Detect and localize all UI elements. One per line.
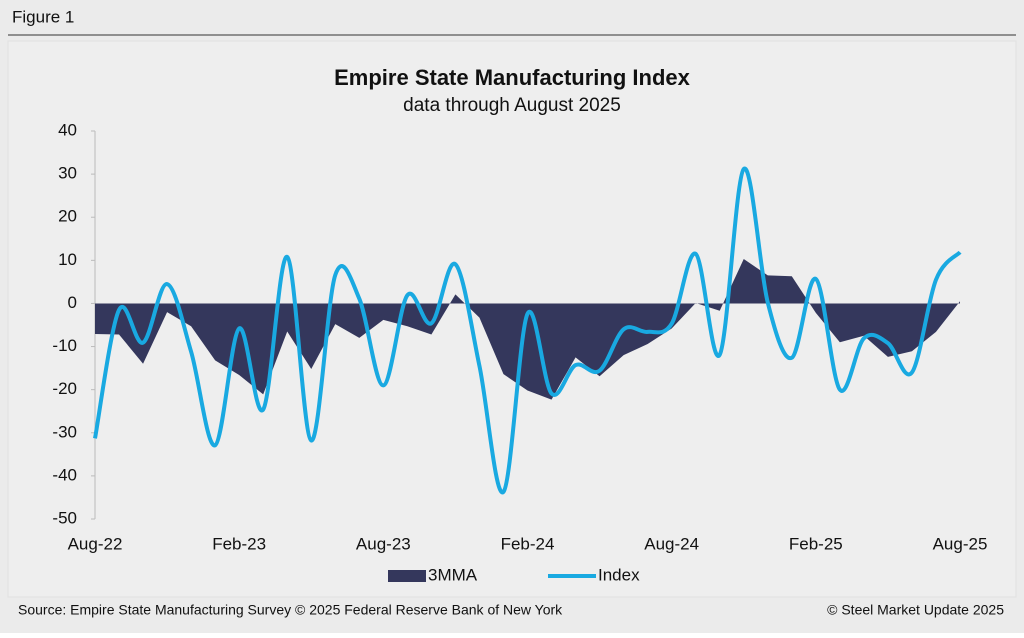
line [93,166,962,495]
source: Source: Empire State Manufacturing Surve… [18,602,563,618]
y-tick-label: 10 [58,250,77,269]
y-tick-label: 20 [58,207,77,226]
x-tick-label: Aug-25 [933,534,988,553]
x-tick-label: Feb-23 [212,534,266,553]
y-tick-label: -20 [52,379,77,398]
x-tick-label: Aug-22 [68,534,123,553]
chart-subtitle: data through August 2025 [403,95,621,116]
y-tick-label: -10 [52,336,77,355]
y-tick-label: -40 [52,465,77,484]
credit: © Steel Market Update 2025 [827,602,1004,618]
area [95,259,960,400]
legend-label: 3MMA [428,565,478,584]
x-tick-label: Feb-25 [789,534,843,553]
y-tick-label: 30 [58,164,77,183]
y-tick-label: 0 [68,293,77,312]
y-tick-label: -50 [52,508,77,527]
x-tick-label: Aug-24 [644,534,699,553]
legend-swatch [388,570,426,582]
x-tick-label: Aug-23 [356,534,411,553]
chart-title: Empire State Manufacturing Index [334,65,690,90]
y-tick-label: 40 [58,120,77,139]
figure-label: Figure 1 [12,7,74,26]
legend-label: Index [598,565,640,584]
x-tick-label: Feb-24 [501,534,555,553]
y-tick-label: -30 [52,422,77,441]
